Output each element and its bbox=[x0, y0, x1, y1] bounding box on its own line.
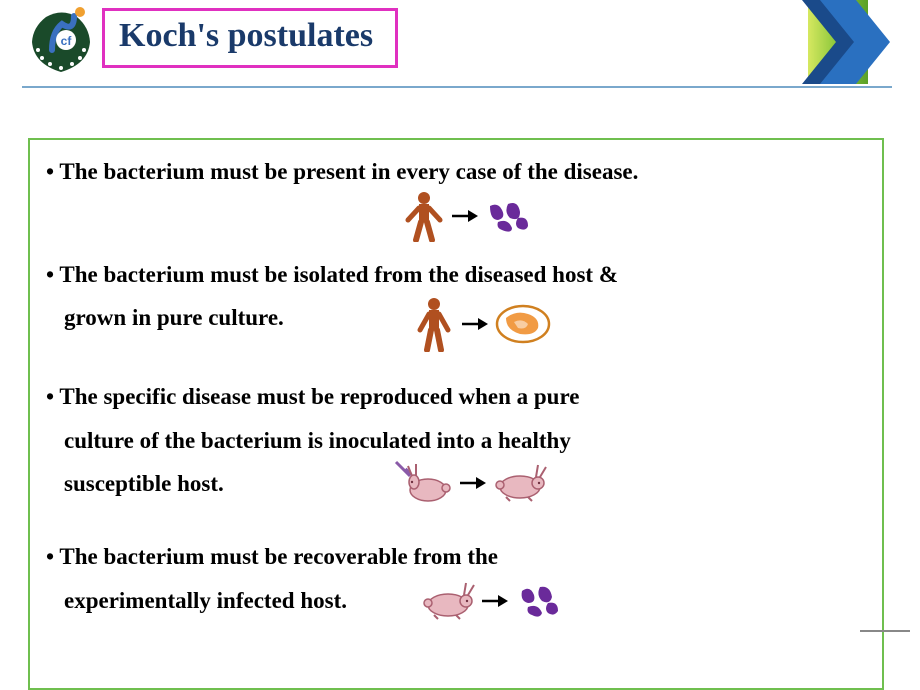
rabbit-sick-icon bbox=[492, 463, 548, 508]
postulate-1: The bacterium must be present in every c… bbox=[42, 150, 870, 247]
person-icon bbox=[402, 190, 446, 247]
person-icon bbox=[412, 296, 456, 357]
header: cf Koch's postulates bbox=[22, 0, 892, 88]
postulate-3-line2: culture of the bacterium is inoculated i… bbox=[42, 419, 870, 463]
postulate-4-line1: The bacterium must be recoverable from t… bbox=[42, 535, 870, 579]
logo-icon: cf bbox=[22, 2, 100, 80]
arrow-icon bbox=[450, 206, 480, 231]
postulate-3: The specific disease must be reproduced … bbox=[42, 375, 870, 513]
chevron-decoration bbox=[802, 0, 892, 84]
postulate-2-line1: The bacterium must be isolated from the … bbox=[42, 253, 870, 297]
postulate-1-text: The bacterium must be present in every c… bbox=[42, 150, 870, 194]
content-box: The bacterium must be present in every c… bbox=[28, 138, 884, 690]
postulate-1-illustration bbox=[402, 190, 870, 247]
arrow-icon bbox=[480, 591, 510, 616]
postulate-2-illustration bbox=[412, 296, 870, 357]
page-title: Koch's postulates bbox=[119, 17, 373, 54]
bacteria-icon bbox=[484, 198, 534, 239]
svg-text:cf: cf bbox=[61, 34, 73, 48]
title-box: Koch's postulates bbox=[102, 8, 398, 68]
corner-decoration bbox=[860, 630, 910, 670]
arrow-icon bbox=[460, 314, 490, 339]
postulate-3-line1: The specific disease must be reproduced … bbox=[42, 375, 870, 419]
postulate-4-illustration bbox=[420, 581, 870, 626]
postulate-4: The bacterium must be recoverable from t… bbox=[42, 535, 870, 625]
syringe-rabbit-icon bbox=[392, 458, 454, 513]
arrow-icon bbox=[458, 473, 488, 498]
postulate-3-illustration bbox=[392, 458, 870, 513]
postulate-2: The bacterium must be isolated from the … bbox=[42, 253, 870, 357]
rabbit-sick-icon bbox=[420, 581, 476, 626]
petri-dish-icon bbox=[494, 302, 552, 351]
bacteria-icon bbox=[514, 581, 564, 626]
